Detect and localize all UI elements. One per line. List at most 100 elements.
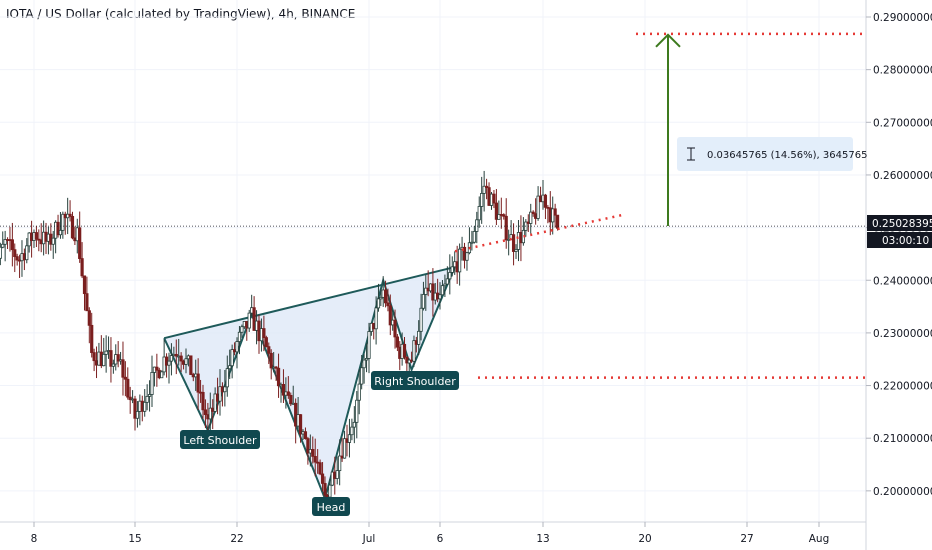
neckline xyxy=(163,266,455,340)
time-axis[interactable]: 8 15 22 Jul 6 13 20 27 Aug xyxy=(0,521,866,545)
candle-body xyxy=(480,193,484,207)
candle-body xyxy=(458,248,462,273)
candle-body xyxy=(252,307,256,331)
candle-body xyxy=(0,246,2,259)
candle-body xyxy=(274,366,278,369)
candle-body xyxy=(184,358,188,365)
candle-body xyxy=(504,215,508,241)
candle-body xyxy=(376,298,381,309)
candle-body xyxy=(61,213,65,231)
candle-body xyxy=(111,363,115,367)
candle-body xyxy=(223,386,227,393)
candle-body xyxy=(379,296,383,300)
candle-body xyxy=(303,431,308,440)
candle-body xyxy=(412,340,416,362)
candle-body xyxy=(169,355,174,362)
candle-body xyxy=(68,213,72,217)
candle-body xyxy=(247,312,251,329)
candle-body xyxy=(147,394,152,397)
candle-body xyxy=(257,320,261,342)
candle-body xyxy=(333,471,337,479)
candle-body xyxy=(213,393,217,412)
candle-body xyxy=(116,354,120,362)
candle-body xyxy=(338,455,342,472)
candle-body xyxy=(34,232,39,240)
candle-body xyxy=(242,321,246,328)
candle-body xyxy=(388,305,392,326)
candle-body xyxy=(301,431,305,435)
candle-body xyxy=(484,185,489,189)
candle-body xyxy=(228,365,232,370)
x-tick-label: 20 xyxy=(638,533,651,545)
candle-body xyxy=(477,206,481,221)
candle-body xyxy=(286,391,290,396)
target-arrow-head xyxy=(655,33,681,48)
right-shoulder-text: Right Shoulder xyxy=(374,375,456,388)
y-tick-label: 0.26000000 xyxy=(873,170,932,182)
candle-body xyxy=(419,307,423,332)
candle-body xyxy=(237,331,242,342)
candle-body xyxy=(487,187,491,206)
candle-body xyxy=(534,213,538,219)
candle-body xyxy=(347,434,352,443)
candle-body xyxy=(492,193,496,204)
candle-body xyxy=(225,368,229,388)
candle-body xyxy=(70,215,75,239)
candle-body xyxy=(323,483,327,496)
candle-body xyxy=(536,195,540,219)
candle-body xyxy=(320,473,325,484)
candle-body xyxy=(316,461,320,464)
candle-body xyxy=(538,195,543,203)
candle-body xyxy=(245,321,249,329)
candle-body xyxy=(507,238,511,241)
candle-body xyxy=(364,358,369,361)
candle-body xyxy=(328,484,332,498)
candle-body xyxy=(421,294,426,309)
candle-body xyxy=(269,352,273,369)
last-price-value: 0.25028395 xyxy=(872,218,932,230)
candle-body xyxy=(308,449,312,454)
x-tick-label: 27 xyxy=(740,533,753,545)
price-axis[interactable]: 0.29000000 0.28000000 0.27000000 0.26000000… xyxy=(865,0,932,550)
candle-body xyxy=(362,359,366,369)
y-tick-label: 0.21000000 xyxy=(873,433,932,445)
candle-body xyxy=(402,343,407,358)
candle-body xyxy=(440,285,445,296)
candle-body xyxy=(298,414,303,435)
candle-body xyxy=(155,366,159,371)
y-tick-label: 0.27000000 xyxy=(873,117,932,129)
candle-body xyxy=(82,275,87,295)
candle-body xyxy=(367,331,371,359)
candle-body xyxy=(51,237,55,245)
candle-body xyxy=(306,438,310,454)
candle-body xyxy=(526,221,530,224)
countdown-value: 03:00:10 xyxy=(882,235,929,247)
candle-body xyxy=(102,353,106,367)
candle-body xyxy=(393,319,397,338)
candle-body xyxy=(201,391,205,411)
candle-body xyxy=(240,326,244,333)
y-tick-label: 0.20000000 xyxy=(873,486,932,498)
candle-body xyxy=(3,239,7,245)
candle-body xyxy=(453,261,457,268)
candle-body xyxy=(529,211,533,224)
measure-icon xyxy=(687,147,695,161)
candle-body xyxy=(543,194,548,208)
y-tick-label: 0.28000000 xyxy=(873,65,932,77)
candle-body xyxy=(318,462,322,475)
candle-body xyxy=(374,307,378,330)
x-tick-label: 6 xyxy=(437,533,444,545)
y-tick-label: 0.29000000 xyxy=(873,12,932,24)
candle-body xyxy=(143,401,147,412)
candle-body xyxy=(196,373,200,393)
candle-body xyxy=(254,320,259,331)
candle-body xyxy=(357,383,361,401)
candle-body xyxy=(482,185,486,194)
candle-body xyxy=(519,232,523,244)
candle-body xyxy=(531,211,535,215)
candle-body xyxy=(235,341,239,353)
candle-body xyxy=(85,293,89,312)
candle-body xyxy=(448,271,452,280)
candle-body xyxy=(311,449,315,457)
